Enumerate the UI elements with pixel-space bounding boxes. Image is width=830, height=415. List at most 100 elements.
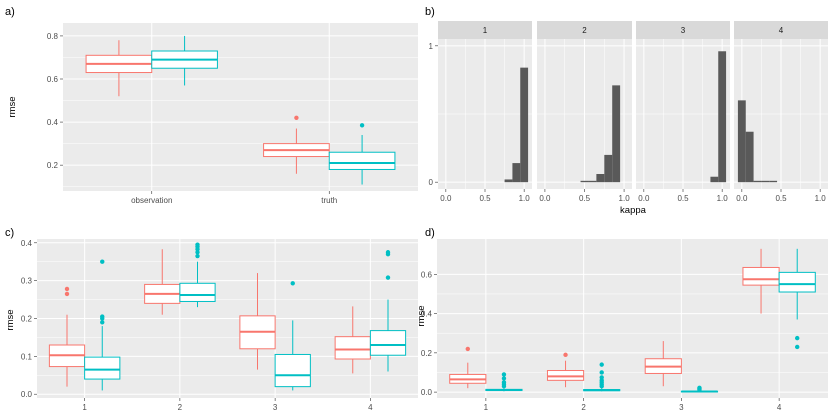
box-1-series-1 bbox=[328, 123, 396, 185]
x-tick-label: 1.0 bbox=[619, 194, 631, 203]
outlier-point bbox=[465, 346, 470, 352]
facet-3: 3 0.0 0.5 1.0 bbox=[636, 21, 730, 203]
x-tick-label: 0.0 bbox=[736, 194, 748, 203]
outlier-point bbox=[501, 372, 507, 377]
box-body bbox=[742, 266, 780, 286]
facet-strip bbox=[734, 21, 828, 39]
x-tick-label: 0.0 bbox=[539, 194, 551, 203]
box-3-series-0 bbox=[742, 248, 780, 314]
box-1-series-0 bbox=[263, 115, 330, 174]
x-tick-label: 4 bbox=[777, 403, 782, 412]
outlier-point bbox=[501, 380, 507, 385]
panel-tag: c) bbox=[5, 227, 14, 239]
box-body bbox=[328, 151, 396, 170]
box-3-series-1 bbox=[778, 248, 816, 350]
x-tick-label: observation bbox=[131, 196, 172, 205]
y-axis-label: rmse bbox=[7, 96, 18, 117]
y-tick-label: 0.0 bbox=[21, 390, 33, 399]
y-tick-label: 1 bbox=[429, 42, 434, 51]
box-1-series-1 bbox=[583, 362, 621, 392]
histogram-bar bbox=[596, 174, 605, 183]
box-body bbox=[274, 353, 311, 388]
panel-1: 1 0.0 0.5 1.0 2 0.0 0.5 1.0 3 0.0 0.5 1.0 4 0.0 0.5 1.0… bbox=[425, 6, 828, 216]
histogram-bar bbox=[512, 163, 521, 183]
x-tick-label: 1.0 bbox=[519, 194, 531, 203]
x-tick-label: 0.5 bbox=[479, 194, 491, 203]
outlier-point bbox=[64, 286, 70, 292]
facet-strip bbox=[537, 21, 632, 39]
histogram-bar bbox=[718, 51, 727, 183]
x-tick-label: 1 bbox=[484, 403, 489, 412]
panel-tag: b) bbox=[425, 6, 435, 18]
outlier-point bbox=[697, 385, 702, 390]
histogram-bar bbox=[612, 85, 621, 183]
box-1-series-0 bbox=[546, 352, 585, 388]
panel-3: 0.0 0.2 0.4 0.6 1 2 3 4 d) rmse bbox=[416, 227, 828, 412]
outlier-point bbox=[795, 344, 800, 350]
facet-strip-label: 4 bbox=[779, 26, 784, 35]
outlier-point bbox=[599, 375, 604, 380]
x-tick-label: 0.5 bbox=[775, 194, 787, 203]
box-2-series-0 bbox=[239, 273, 276, 370]
histogram-bar bbox=[710, 176, 719, 183]
box-2-series-0 bbox=[644, 341, 682, 387]
outlier-point bbox=[599, 370, 604, 375]
panel-0: 0.2 0.4 0.6 0.8 observation truth a) rmse bbox=[5, 6, 418, 205]
y-tick-label: 0.8 bbox=[47, 32, 59, 41]
box-1-series-1 bbox=[179, 242, 216, 308]
x-tick-label: 3 bbox=[273, 403, 278, 412]
x-tick-label: 0.5 bbox=[579, 194, 591, 203]
box-0-series-0 bbox=[449, 346, 487, 389]
outlier-point bbox=[385, 250, 391, 255]
histogram-bar bbox=[737, 100, 746, 183]
box-0-series-1 bbox=[485, 372, 523, 392]
x-tick-label: 0.0 bbox=[638, 194, 650, 203]
y-tick-label: 0.2 bbox=[21, 315, 33, 324]
x-tick-label: 1 bbox=[82, 403, 87, 412]
outlier-point bbox=[563, 352, 568, 358]
x-tick-label: 1.0 bbox=[717, 194, 729, 203]
box-2-series-1 bbox=[680, 385, 719, 393]
histogram-bar bbox=[604, 154, 613, 183]
outlier-point bbox=[290, 281, 295, 286]
y-tick-label: 0.2 bbox=[421, 349, 433, 358]
box-body bbox=[84, 356, 121, 380]
box-body bbox=[334, 336, 371, 360]
histogram-bar bbox=[520, 67, 529, 183]
histogram-bar bbox=[504, 179, 513, 183]
outlier-point bbox=[100, 320, 105, 325]
box-body bbox=[778, 271, 816, 293]
facet-strip-label: 1 bbox=[483, 26, 488, 35]
facet-1: 1 0.0 0.5 1.0 bbox=[438, 21, 532, 203]
y-tick-label: 0.6 bbox=[421, 270, 433, 279]
x-tick-label: 2 bbox=[581, 403, 586, 412]
x-tick-label: 0.0 bbox=[440, 194, 452, 203]
y-tick-label: 0.2 bbox=[47, 161, 59, 170]
x-tick-label: truth bbox=[321, 196, 337, 205]
facet-strip bbox=[438, 21, 532, 39]
histogram-bar bbox=[761, 180, 770, 183]
y-axis-label: rmse bbox=[416, 305, 427, 326]
y-tick-label: 0.4 bbox=[21, 239, 33, 248]
outlier-point bbox=[64, 291, 70, 297]
box-0-series-1 bbox=[84, 259, 121, 391]
outlier-point bbox=[294, 115, 299, 120]
y-tick-label: 0.4 bbox=[47, 118, 59, 127]
histogram-bar bbox=[745, 131, 754, 183]
panel-tag: d) bbox=[425, 227, 435, 239]
facet-strip bbox=[636, 21, 730, 39]
facet-2: 2 0.0 0.5 1.0 bbox=[537, 21, 632, 203]
outlier-point bbox=[195, 253, 200, 259]
x-tick-label: 4 bbox=[368, 403, 373, 412]
histogram-bar bbox=[580, 180, 589, 183]
outlier-point bbox=[195, 250, 200, 255]
panel-2: 0.0 0.1 0.2 0.3 0.4 1 2 3 4 c) rmse bbox=[5, 227, 418, 412]
y-tick-label: 0.0 bbox=[421, 388, 433, 397]
x-tick-label: 3 bbox=[679, 403, 684, 412]
x-tick-label: 0.5 bbox=[677, 194, 689, 203]
y-tick-label: 0 bbox=[429, 178, 434, 187]
y-axis-label: rmse bbox=[5, 309, 16, 330]
outlier-point bbox=[100, 314, 105, 319]
facet-4: 4 0.0 0.5 1.0 bbox=[734, 21, 828, 203]
box-body bbox=[179, 282, 216, 302]
